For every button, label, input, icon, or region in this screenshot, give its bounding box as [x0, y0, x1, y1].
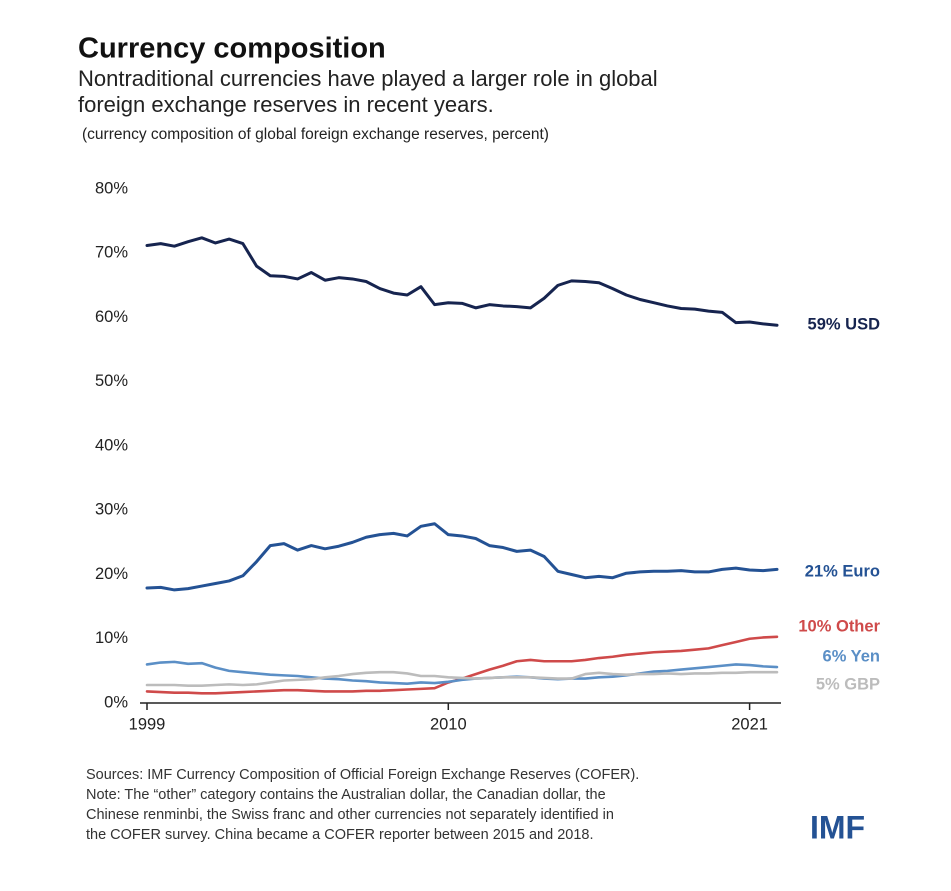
- y-tick-label: 10%: [95, 629, 128, 647]
- y-tick-label: 80%: [95, 179, 128, 197]
- x-tick-label: 1999: [129, 715, 166, 733]
- chart-title: Currency composition: [78, 33, 386, 65]
- axis-note: (currency composition of global foreign …: [82, 126, 549, 143]
- subtitle: foreign exchange reserves in recent year…: [78, 92, 494, 117]
- y-tick-label: 40%: [95, 436, 128, 454]
- series-line: [145, 522, 779, 592]
- x-tick-label: 2021: [731, 715, 768, 733]
- series-line: [145, 660, 779, 686]
- y-tick-label: 0%: [104, 693, 128, 711]
- footnote: Chinese renminbi, the Swiss franc and ot…: [86, 807, 614, 823]
- series-line: [145, 670, 779, 687]
- y-tick-label: 50%: [95, 372, 128, 390]
- logo: IMF: [810, 809, 865, 845]
- series-line: [145, 236, 779, 327]
- subtitle: Nontraditional currencies have played a …: [78, 66, 658, 91]
- series-label: 21% Euro: [805, 562, 880, 580]
- y-tick-label: 70%: [95, 244, 128, 262]
- series-label: 10% Other: [798, 617, 880, 635]
- y-tick-label: 30%: [95, 501, 128, 519]
- footnote: the COFER survey. China became a COFER r…: [86, 827, 594, 843]
- x-tick-label: 2010: [430, 715, 467, 733]
- footnote: Sources: IMF Currency Composition of Off…: [86, 767, 639, 783]
- series-label: 59% USD: [808, 315, 881, 333]
- series-label: 5% GBP: [816, 675, 880, 693]
- footnote: Note: The “other” category contains the …: [86, 787, 606, 803]
- series-label: 6% Yen: [823, 647, 880, 665]
- y-tick-label: 60%: [95, 308, 128, 326]
- y-tick-label: 20%: [95, 565, 128, 583]
